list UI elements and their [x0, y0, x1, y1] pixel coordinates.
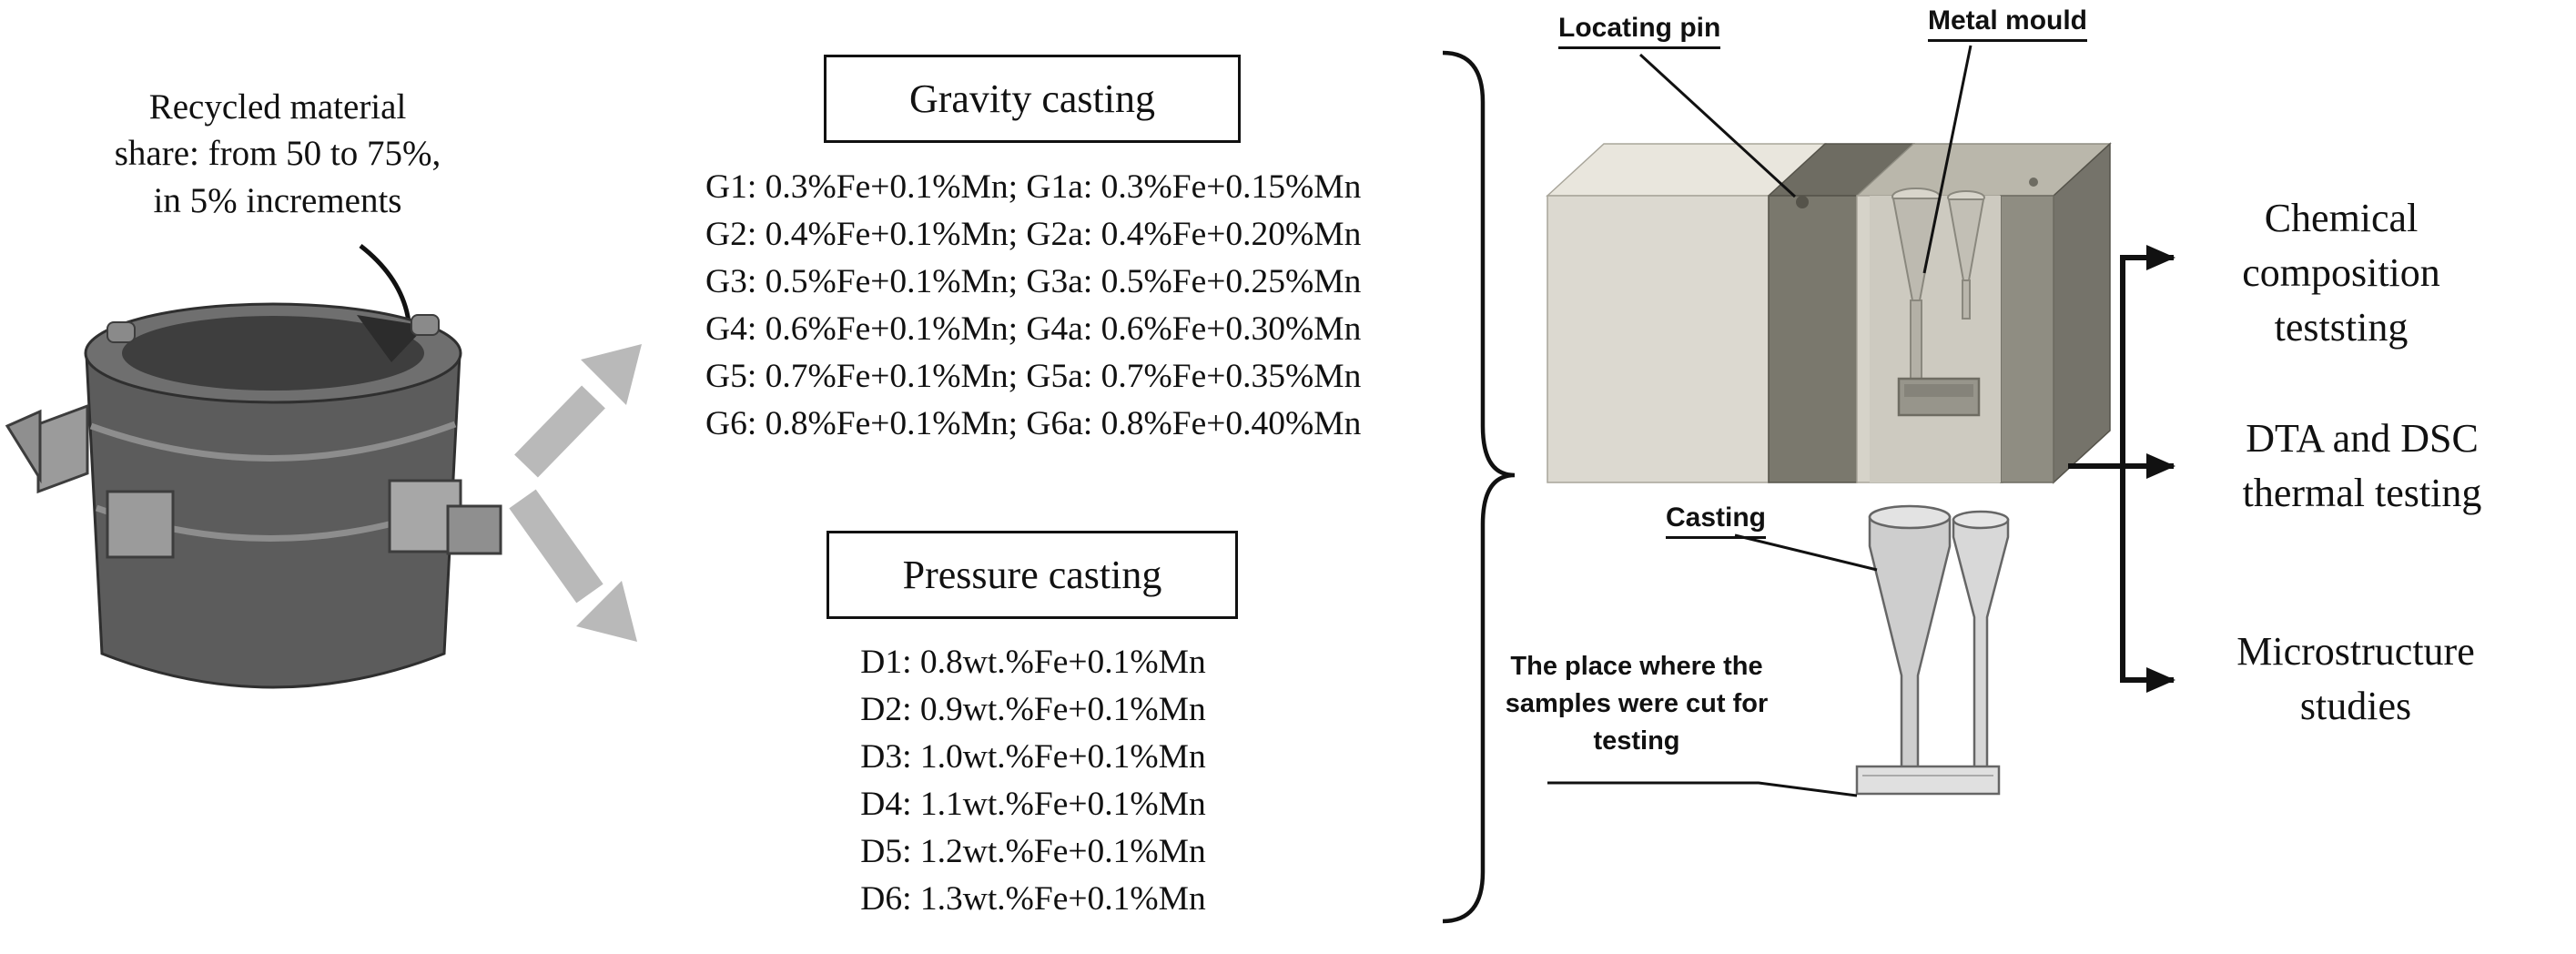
- gravity-item: G6: 0.8%Fe+0.1%Mn; G6a: 0.8%Fe+0.40%Mn: [705, 405, 1362, 442]
- cut-note-line: samples were cut for: [1505, 689, 1769, 718]
- metal-mould-label: Metal mould: [1928, 5, 2088, 42]
- gravity-item: G2: 0.4%Fe+0.1%Mn; G2a: 0.4%Fe+0.20%Mn: [705, 216, 1362, 253]
- pressure-item: D5: 1.2wt.%Fe+0.1%Mn: [860, 833, 1206, 870]
- cut-note-line: The place where the: [1510, 652, 1763, 681]
- output-line: composition: [2242, 250, 2440, 295]
- recycled-material-note: Recycled material share: from 50 to 75%,…: [50, 84, 505, 224]
- pressure-composition-list: D1: 0.8wt.%Fe+0.1%Mn D2: 0.9wt.%Fe+0.1%M…: [760, 639, 1306, 923]
- output-line: studies: [2299, 684, 2412, 728]
- output-connector-tree: [2068, 245, 2175, 693]
- locating-pin-leader: [1638, 53, 1797, 198]
- output-dta-dsc: DTA and DSC thermal testing: [2171, 411, 2553, 521]
- gravity-item: G1: 0.3%Fe+0.1%Mn; G1a: 0.3%Fe+0.15%Mn: [705, 168, 1362, 206]
- locating-pin-label: Locating pin: [1558, 13, 1721, 49]
- output-line: DTA and DSC: [2246, 416, 2479, 461]
- output-microstructure: Microstructure studies: [2183, 624, 2529, 734]
- pressure-item: D3: 1.0wt.%Fe+0.1%Mn: [860, 738, 1206, 776]
- metal-mould-leader: [1922, 45, 1973, 274]
- cut-note-line: testing: [1593, 726, 1680, 756]
- gravity-casting-title-box: Gravity casting: [824, 55, 1241, 143]
- pressure-item: D6: 1.3wt.%Fe+0.1%Mn: [860, 880, 1206, 918]
- pressure-item: D4: 1.1wt.%Fe+0.1%Mn: [860, 786, 1206, 823]
- recycled-note-line: Recycled material: [148, 87, 407, 127]
- gravity-item: G3: 0.5%Fe+0.1%Mn; G3a: 0.5%Fe+0.25%Mn: [705, 263, 1362, 300]
- cut-note-leader: [1547, 781, 1858, 797]
- gravity-item: G4: 0.6%Fe+0.1%Mn; G4a: 0.6%Fe+0.30%Mn: [705, 310, 1362, 348]
- pressure-casting-title-box: Pressure casting: [827, 531, 1238, 619]
- output-line: thermal testing: [2242, 471, 2482, 515]
- gravity-composition-list: G1: 0.3%Fe+0.1%Mn; G1a: 0.3%Fe+0.15%Mn G…: [705, 164, 1361, 448]
- flow-arrow-to-gravity: [514, 344, 642, 478]
- casting-label: Casting: [1666, 502, 1767, 539]
- output-chemical-composition: Chemical composition teststing: [2196, 191, 2487, 355]
- crucible-image: [5, 302, 502, 689]
- grouping-brace: [1442, 50, 1516, 924]
- pressure-item: D1: 0.8wt.%Fe+0.1%Mn: [860, 644, 1206, 681]
- recycled-note-line: share: from 50 to 75%,: [114, 134, 441, 174]
- casting-leader: [1734, 533, 1878, 572]
- gravity-item: G5: 0.7%Fe+0.1%Mn; G5a: 0.7%Fe+0.35%Mn: [705, 358, 1362, 395]
- metal-mould-image: [1546, 45, 2112, 484]
- recycled-note-line: in 5% increments: [153, 180, 402, 220]
- output-line: Microstructure: [2236, 629, 2475, 674]
- flow-arrow-to-pressure: [509, 489, 637, 642]
- output-line: Chemical: [2264, 196, 2419, 240]
- locating-pin-dot: [1796, 196, 1809, 208]
- output-line: teststing: [2274, 305, 2409, 350]
- casting-image: [1547, 504, 2010, 797]
- cut-samples-note: The place where the samples were cut for…: [1500, 648, 1773, 760]
- pressure-item: D2: 0.9wt.%Fe+0.1%Mn: [860, 691, 1206, 728]
